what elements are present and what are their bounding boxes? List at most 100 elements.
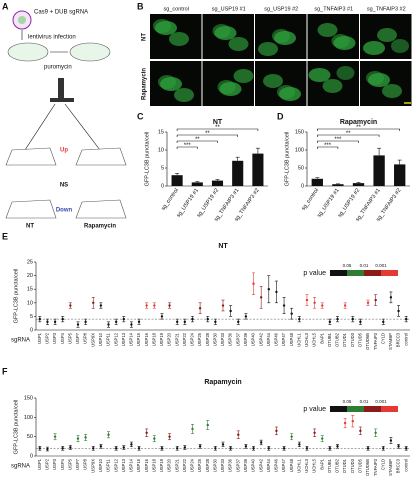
point xyxy=(336,317,339,321)
point xyxy=(145,431,148,434)
x-tick-label: USP3 xyxy=(52,458,57,470)
y-axis-label: GFP-LC3B puncta/cell xyxy=(13,269,19,324)
x-tick-label: USP7 xyxy=(75,458,80,470)
x-tick-label: USP48 xyxy=(289,458,294,472)
point xyxy=(107,323,110,326)
significance-label: ** xyxy=(215,125,220,131)
point xyxy=(84,436,87,439)
significance-label: *** xyxy=(184,143,192,149)
point xyxy=(183,320,187,324)
point xyxy=(206,423,209,427)
point xyxy=(366,447,370,450)
point xyxy=(389,439,393,442)
arrow xyxy=(64,103,101,151)
x-tick-label: USP10 xyxy=(98,458,103,472)
point xyxy=(259,441,263,444)
x-tick-label: USP42 xyxy=(258,332,263,346)
point xyxy=(397,445,400,448)
x-tick-label: USP47 xyxy=(281,332,286,346)
legend-swatch xyxy=(364,406,381,412)
x-tick-label: USP1 xyxy=(37,332,42,344)
y-axis-label: GFP-LC3B puncta/cell xyxy=(284,132,290,187)
point xyxy=(404,317,408,321)
point xyxy=(282,304,286,307)
chart-title: NT xyxy=(213,119,223,126)
point xyxy=(53,320,57,324)
point xyxy=(69,446,72,449)
point xyxy=(107,433,110,436)
x-tick-label: USP42 xyxy=(258,458,263,472)
legend-tick: 0.01 xyxy=(360,263,369,268)
point xyxy=(206,317,209,321)
x-tick-label: sg_control xyxy=(301,188,320,212)
point xyxy=(130,443,133,446)
bar xyxy=(311,178,323,186)
x-tick-label: USP33 xyxy=(220,458,225,472)
x-tick-label: USP20 xyxy=(167,332,172,346)
cell-signal xyxy=(322,79,343,93)
x-tick-label: USP12 xyxy=(113,332,118,346)
x-tick-label: USP39 xyxy=(243,332,248,346)
x-tick-label: OTUB2 xyxy=(335,332,340,347)
x-tick-label: USP22 xyxy=(182,332,187,346)
microscope-base xyxy=(50,98,74,102)
x-tick-label: USP1 xyxy=(37,458,42,470)
x-tick-label: USP8 xyxy=(83,458,88,470)
x-tick-label: USP24 xyxy=(190,332,195,346)
cell xyxy=(5,147,57,166)
cell-signal xyxy=(263,74,283,88)
x-tick-label: USP11 xyxy=(106,332,111,346)
point xyxy=(198,445,202,448)
point xyxy=(237,320,240,324)
significance-label: ** xyxy=(346,131,351,137)
cell-signal xyxy=(160,77,182,91)
x-tick-label: OTUD6B xyxy=(365,459,370,476)
x-tick-label: USP40 xyxy=(251,332,256,346)
point xyxy=(114,320,118,324)
cell-signal xyxy=(219,82,242,96)
significance-bracket xyxy=(176,146,198,149)
point xyxy=(229,309,232,313)
point xyxy=(397,309,400,313)
bar xyxy=(373,155,385,186)
point xyxy=(359,320,362,324)
y-tick-label: 15 xyxy=(27,287,33,293)
diagram-label: lentivirus infection xyxy=(28,35,76,41)
cell xyxy=(75,147,127,166)
x-tick-label: TNFAIP3 xyxy=(373,458,378,476)
bar xyxy=(252,153,264,186)
x-tick-label: USP18 xyxy=(151,458,156,472)
virus-core xyxy=(18,16,26,24)
panel-letter: E xyxy=(2,231,8,241)
cell-signal xyxy=(274,31,296,45)
point xyxy=(328,320,332,324)
x-axis-label: sgRNA xyxy=(11,464,30,470)
x-tick-label: USP44 xyxy=(266,458,271,472)
point xyxy=(183,446,187,449)
diagram-label: Down xyxy=(56,208,73,214)
cell-signal xyxy=(155,21,177,35)
column-label: sg_TNFAIP3 #2 xyxy=(367,6,406,12)
x-tick-label: OTUD5 xyxy=(357,332,362,347)
legend-tick: 0.01 xyxy=(360,399,369,404)
point xyxy=(46,320,49,324)
point xyxy=(53,435,57,438)
point xyxy=(153,304,156,307)
x-tick-label: USP21 xyxy=(174,458,179,472)
x-tick-label: OTUD1 xyxy=(342,458,347,473)
legend-swatch xyxy=(330,406,347,412)
point xyxy=(305,298,309,302)
point xyxy=(176,447,179,450)
x-tick-label: USP25 xyxy=(197,458,202,472)
point xyxy=(351,317,354,321)
point xyxy=(145,304,148,307)
x-tick-label: USP3 xyxy=(52,332,57,344)
column-label: sg_USP19 #2 xyxy=(264,6,298,12)
y-tick-label: 10 xyxy=(158,147,164,153)
point xyxy=(252,447,255,450)
point xyxy=(137,320,141,324)
legend-tick: 0.05 xyxy=(343,399,352,404)
x-tick-label: USP10 xyxy=(98,332,103,346)
bar xyxy=(171,175,183,186)
point xyxy=(328,447,332,450)
